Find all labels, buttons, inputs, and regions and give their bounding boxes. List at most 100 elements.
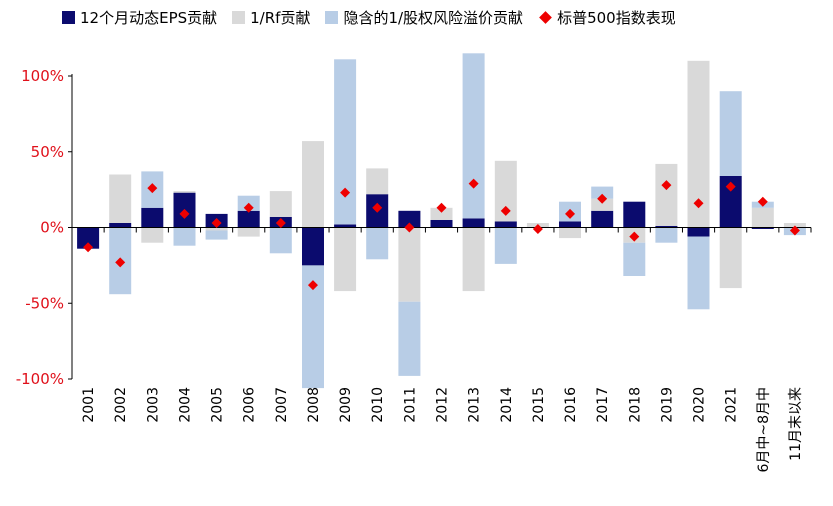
- bar-rf-13: [494, 160, 517, 222]
- bar-erp-16: [591, 186, 614, 199]
- marker-sp500-19: [693, 198, 704, 209]
- marker-sp500-1: [115, 257, 126, 268]
- x-tick-label-6: 2007: [274, 387, 290, 423]
- marker-sp500-6: [275, 217, 286, 228]
- bar-eps-18: [655, 226, 678, 228]
- bar-erp-17: [623, 242, 646, 276]
- bar-rf-12: [462, 227, 485, 292]
- bar-eps-7: [302, 227, 324, 266]
- x-tick-label-10: 2011: [402, 387, 418, 423]
- bar-rf-1: [109, 174, 132, 223]
- x-tick-label-8: 2009: [338, 387, 354, 423]
- legend-label-rf: 1/Rf贡献: [250, 8, 311, 27]
- marker-sp500-10: [404, 222, 415, 233]
- bar-eps-12: [462, 218, 485, 228]
- bar-rf-22: [783, 223, 806, 228]
- y-tick-label-4: 100%: [21, 67, 64, 85]
- marker-sp500-3: [179, 208, 190, 219]
- marker-sp500-21: [757, 196, 768, 207]
- bar-rf-16: [591, 198, 614, 211]
- bar-erp-12: [462, 53, 485, 219]
- x-tick-label-12: 2013: [467, 387, 483, 423]
- legend-swatch-eps: [62, 10, 75, 24]
- x-tick-label-19: 2020: [692, 387, 708, 423]
- y-tick-labels: -100% -50% 0% 50% 100%: [16, 67, 64, 388]
- bar-rf-11: [430, 207, 453, 220]
- bar-eps-10: [398, 210, 421, 228]
- bar-rf-8: [334, 227, 357, 292]
- marker-sp500-12: [468, 178, 479, 189]
- marker-sp500-4: [211, 217, 222, 228]
- marker-sp500-13: [500, 205, 511, 216]
- x-tick-label-22: 11月末以来: [788, 387, 804, 461]
- x-tick-label-21: 6月中~8月中: [756, 387, 772, 473]
- marker-sp500-15: [565, 208, 576, 219]
- y-tick-label-1: -50%: [25, 294, 64, 312]
- legend-label-erp: 隐含的1/股权风险溢价贡献: [343, 8, 524, 27]
- bar-rf-4: [205, 227, 228, 231]
- bar-eps-0: [77, 227, 100, 249]
- bar-eps-15: [559, 221, 581, 228]
- bar-erp-7: [302, 265, 324, 389]
- legend-item-rf: 1/Rf贡献: [232, 7, 310, 28]
- bars-layer: [77, 53, 806, 389]
- bar-rf-5: [237, 227, 260, 237]
- x-tick-label-16: 2017: [595, 387, 611, 423]
- x-tick-label-15: 2016: [563, 387, 579, 423]
- legend-label-eps: 12个月动态EPS贡献: [80, 8, 218, 27]
- x-tick-label-9: 2010: [370, 387, 386, 423]
- legend: 12个月动态EPS贡献 1/Rf贡献 隐含的1/股权风险溢价贡献 标普500指数…: [62, 7, 691, 27]
- y-tick-label-0: -100%: [16, 370, 64, 388]
- bar-erp-6: [269, 227, 292, 254]
- x-tick-labels: 2001 2002 2003 2004 2005 2006 2007 2008 2009 2010…: [81, 387, 804, 473]
- bar-rf-10: [398, 227, 421, 302]
- x-tick-label-14: 2015: [531, 387, 547, 423]
- bar-erp-18: [655, 227, 678, 243]
- bar-eps-20: [719, 176, 742, 228]
- bar-rf-3: [173, 191, 196, 193]
- bar-eps-16: [591, 210, 614, 228]
- bar-erp-13: [494, 227, 517, 264]
- marker-sp500-0: [83, 242, 94, 253]
- marker-sp500-16: [597, 193, 608, 204]
- legend-swatch-erp: [325, 10, 339, 24]
- axes-layer: [68, 74, 812, 380]
- x-tick-label-20: 2021: [724, 387, 740, 423]
- legend-item-erp: 隐含的1/股权风险溢价贡献: [325, 7, 523, 28]
- x-tick-label-4: 2005: [210, 387, 226, 423]
- marker-sp500-20: [725, 181, 736, 192]
- x-tick-label-3: 2004: [178, 387, 194, 423]
- bar-eps-11: [430, 219, 453, 228]
- bar-rf-20: [719, 227, 742, 289]
- bar-eps-21: [751, 227, 774, 229]
- x-tick-label-0: 2001: [81, 387, 97, 423]
- legend-item-sp500: 标普500指数表现: [538, 7, 676, 28]
- marker-sp500-5: [243, 202, 254, 213]
- x-tick-label-2: 2003: [145, 387, 161, 423]
- legend-label-sp500: 标普500指数表现: [557, 8, 676, 27]
- bar-eps-5: [237, 210, 260, 228]
- legend-item-eps: 12个月动态EPS贡献: [62, 7, 217, 28]
- bar-erp-10: [398, 301, 421, 376]
- bar-erp-8: [334, 59, 357, 225]
- bar-eps-2: [141, 207, 164, 228]
- bar-rf-6: [269, 191, 292, 217]
- bar-rf-18: [655, 163, 678, 226]
- x-tick-label-5: 2006: [242, 387, 258, 423]
- bar-erp-19: [687, 236, 710, 310]
- bar-rf-21: [751, 207, 774, 228]
- bar-eps-1: [109, 223, 132, 228]
- marker-sp500-17: [629, 231, 640, 242]
- bar-erp-20: [719, 91, 742, 176]
- marker-sp500-7: [307, 280, 318, 291]
- marker-sp500-14: [532, 224, 543, 235]
- bar-eps-17: [623, 201, 646, 228]
- marker-sp500-11: [436, 202, 447, 213]
- marker-sp500-2: [147, 183, 158, 194]
- x-tick-label-1: 2002: [113, 387, 129, 423]
- bar-rf-7: [302, 141, 324, 228]
- marker-sp500-9: [372, 202, 383, 213]
- bar-erp-3: [173, 227, 196, 246]
- x-tick-label-7: 2008: [306, 387, 322, 423]
